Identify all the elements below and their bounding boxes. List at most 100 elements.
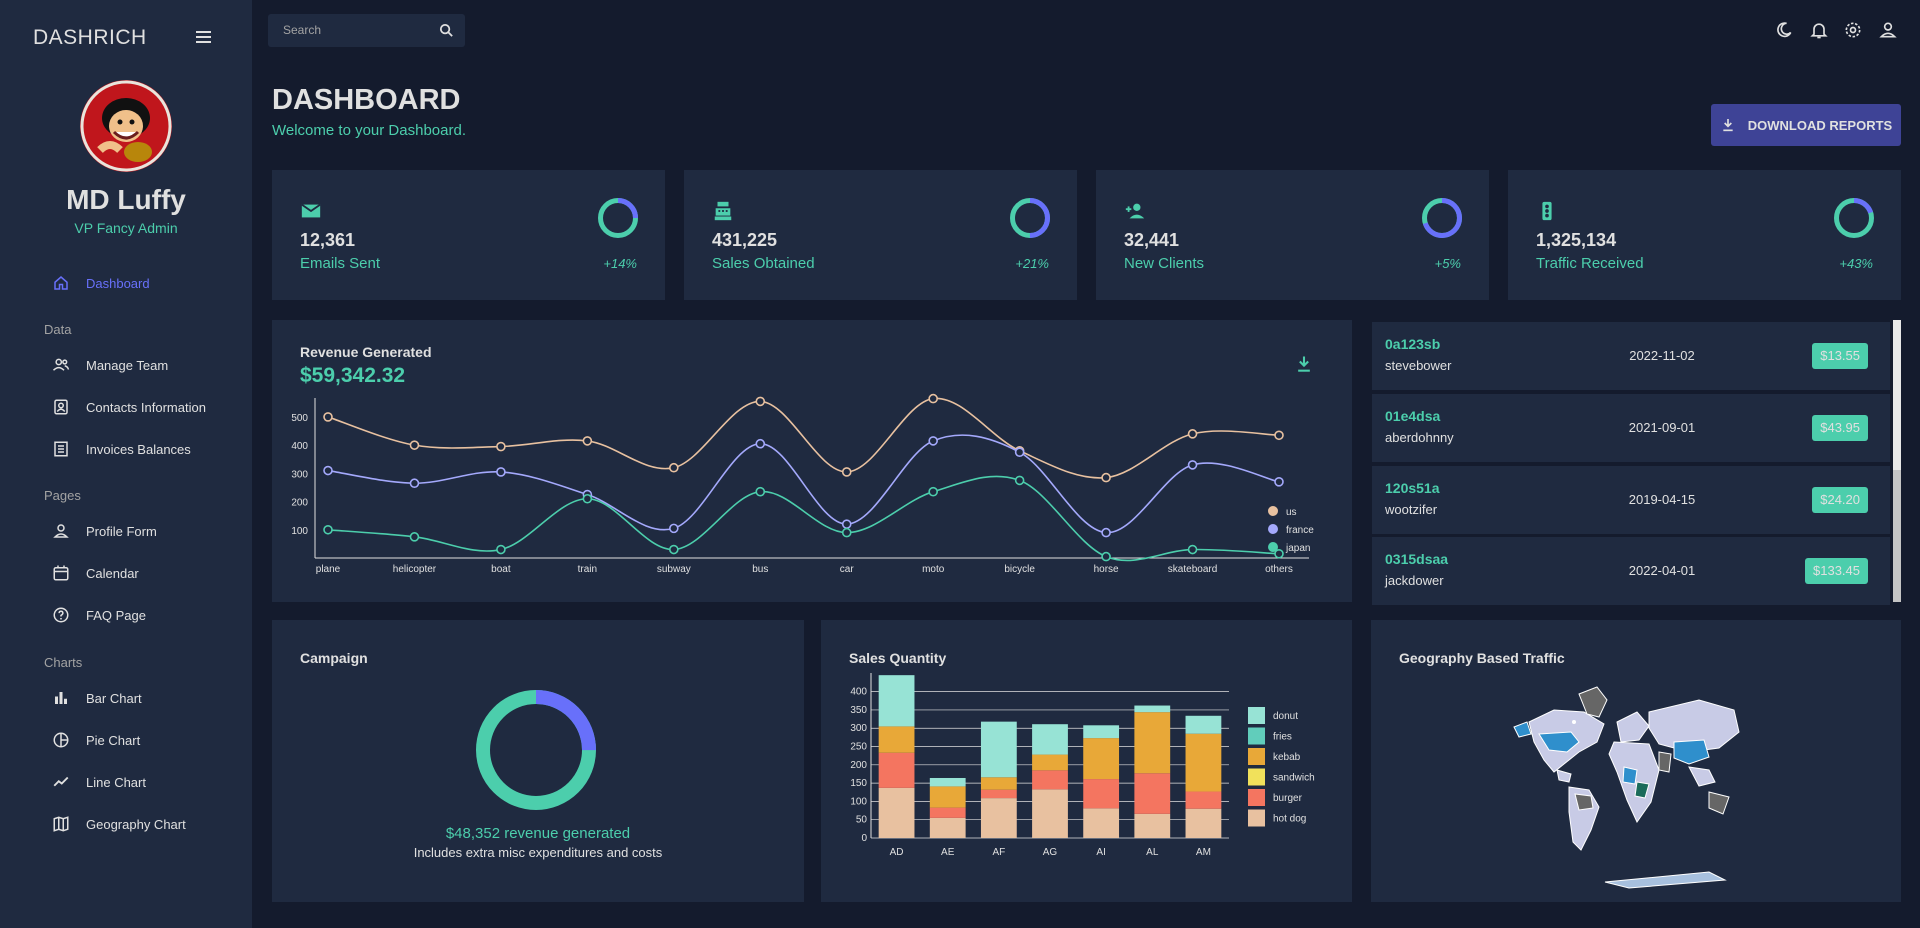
transaction-cost: $24.20 [1812,487,1868,513]
x-tick-label: AE [941,847,955,858]
data-point [841,467,852,477]
people-icon [52,358,70,371]
settings-icon[interactable] [1843,20,1863,45]
pie-chart-icon [53,732,69,748]
sidebar-item-profile-form[interactable]: Profile Form [52,520,157,542]
sidebar-item-label: Profile Form [86,523,157,539]
data-point [841,527,852,538]
data-point [1274,548,1284,559]
stat-label: Sales Obtained [712,255,815,272]
x-tick-label: horse [1094,564,1119,575]
sidebar-item-invoices[interactable]: Invoices Balances [52,438,191,460]
sidebar-item-faq[interactable]: FAQ Page [52,604,146,626]
legend-label: japan [1285,543,1310,554]
x-tick-label: AI [1096,847,1105,858]
download-reports-button[interactable]: DOWNLOAD REPORTS [1711,104,1901,146]
x-tick-label: plane [316,564,341,575]
world-map [1513,686,1740,889]
stat-label: Traffic Received [1536,255,1644,272]
sidebar-item-dashboard[interactable]: Dashboard [52,272,150,294]
data-point [755,396,766,407]
menu-icon[interactable] [196,31,211,43]
bar-segment-donut [1134,705,1171,713]
dark-mode-icon[interactable] [1774,20,1794,45]
bar-segment-donut [929,777,966,787]
search-icon[interactable] [438,22,455,39]
data-point [928,436,938,446]
bar-segment-kebab [929,786,966,808]
data-point [1187,460,1198,470]
sidebar-item-bar-chart[interactable]: Bar Chart [52,687,142,709]
legend-label: burger [1273,793,1303,804]
bar-segment-kebab [1134,712,1171,774]
bar-segment-donut [1032,724,1068,755]
bar-segment-hot-dog [1185,808,1222,838]
transaction-row: 01e4dsa aberdohnny 2021-09-01 $43.95 [1372,394,1890,462]
y-tick-label: 350 [850,705,867,716]
transaction-date: 2021-09-01 [1628,420,1696,435]
legend-swatch [1248,707,1265,724]
bar-segment-burger [1185,791,1222,809]
bar-segment-burger [878,752,915,788]
transaction-cost: $43.95 [1812,415,1868,441]
data-point [582,436,593,446]
data-point [582,493,593,504]
series-line-us [327,397,1280,479]
download-reports-label: DOWNLOAD REPORTS [1747,117,1893,133]
revenue-line-chart: 100 200 300 400 500 plane helicopter boat train s… [291,393,1314,575]
sidebar-item-geography[interactable]: Geography Chart [52,813,186,835]
sidebar-item-contacts[interactable]: Contacts Information [52,396,206,418]
sidebar-item-manage-team[interactable]: Manage Team [52,354,168,376]
series-line-france [327,434,1280,534]
bar-segment-hot-dog [1134,813,1171,838]
bar-segment-hot-dog [929,817,966,838]
sidebar-item-label: FAQ Page [86,607,146,623]
legend-swatch [1248,809,1265,827]
contacts-icon [54,399,68,415]
transaction-row: 0a123sb stevebower 2022-11-02 $13.55 [1372,322,1890,390]
sidebar-item-calendar[interactable]: Calendar [52,562,139,584]
sidebar-item-label: Dashboard [86,275,150,291]
bar-chart-icon [55,692,67,704]
transactions-scrollbar-thumb[interactable] [1893,320,1901,470]
data-point [1014,475,1025,486]
search-input[interactable]: Search [268,14,465,47]
transaction-cost: $13.55 [1812,343,1868,369]
sidebar-item-label: Bar Chart [86,690,142,706]
transaction-row: 0315dsaa jackdower 2022-04-01 $133.45 [1372,537,1890,605]
notifications-icon[interactable] [1809,20,1829,45]
legend-label: kebab [1273,752,1301,763]
data-point [409,478,420,489]
stat-value: 431,225 [712,230,778,250]
bar-segment-donut [980,721,1017,778]
stat-value: 12,361 [300,230,356,250]
data-point [669,544,679,555]
person-icon[interactable] [1878,20,1898,45]
page-title: DASHBOARD [272,84,461,116]
revenue-amount: $59,342.32 [300,364,406,387]
x-tick-label: AF [992,847,1005,858]
legend-label: fries [1273,732,1292,743]
legend-swatch [1248,789,1265,806]
transaction-cost: $133.45 [1805,558,1868,584]
series-line-japan [327,475,1280,562]
map-icon [53,816,69,832]
person-icon [53,524,69,538]
nav-section-charts: Charts [44,655,83,670]
sales-quantity-panel: Sales Quantity 0 50 100 150 200 250 300 350 400 A… [821,620,1352,902]
transaction-row: 120s51a wootzifer 2019-04-15 $24.20 [1372,466,1890,534]
data-point [496,544,506,555]
stat-increase: +43% [1839,256,1873,271]
stat-card-emails: 12,361 Emails Sent +14% [272,170,665,300]
download-icon[interactable] [1294,354,1314,374]
legend-label: sandwich [1273,773,1315,784]
sidebar-item-label: Manage Team [86,357,169,373]
profile-name: MD Luffy [66,184,186,215]
transaction-id: 120s51a [1385,480,1440,496]
ring-progress [1422,198,1462,238]
x-tick-label: bicycle [1004,564,1035,575]
revenue-panel: Revenue Generated $59,342.32 100 200 300 40… [272,320,1352,602]
sidebar-item-line-chart[interactable]: Line Chart [52,771,146,793]
transaction-date: 2019-04-15 [1628,492,1696,507]
sidebar-item-pie-chart[interactable]: Pie Chart [52,729,140,751]
